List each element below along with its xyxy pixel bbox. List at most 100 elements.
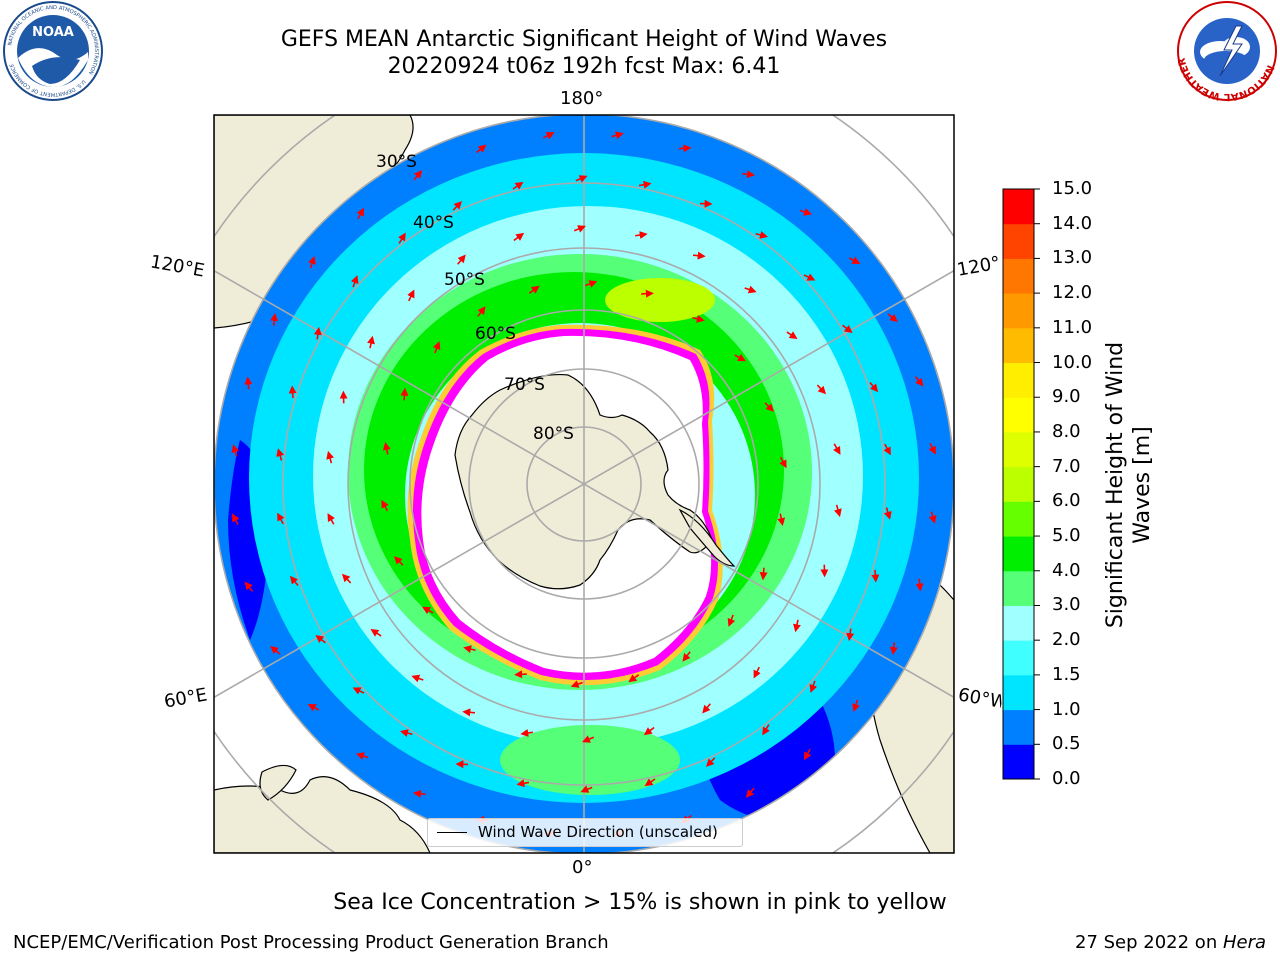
wave-direction-arrow — [692, 251, 706, 260]
map-legend: Wind Wave Direction (unscaled) — [427, 818, 743, 847]
lat-label-50s: 50°S — [444, 270, 485, 290]
madagascar-land — [259, 764, 297, 801]
wave-direction-arrow — [816, 384, 827, 395]
wave-direction-arrow — [244, 581, 254, 592]
wave-direction-arrow — [852, 699, 860, 713]
colorbar-tick-label: 12.0 — [1052, 282, 1093, 304]
wave-direction-arrow — [803, 273, 816, 281]
wave-direction-arrow — [398, 232, 406, 244]
colorbar-segment — [1003, 189, 1034, 225]
wave-direction-arrow — [514, 670, 527, 679]
wave-direction-arrow — [635, 231, 648, 240]
wave-direction-arrow — [914, 376, 924, 387]
wave-direction-arrow — [381, 499, 389, 512]
colorbar-segment — [1003, 501, 1034, 537]
colorbar-tick-label: 5.0 — [1052, 525, 1081, 547]
lon-label-180: 180° — [560, 88, 604, 109]
wave-direction-arrow — [462, 708, 476, 717]
colorbar-segment — [1003, 536, 1034, 572]
wave-direction-arrow — [848, 256, 861, 265]
wave-direction-arrow — [887, 313, 898, 323]
sea-ice-note: Sea Ice Concentration > 15% is shown in … — [333, 890, 947, 915]
wave-direction-arrow — [799, 208, 813, 216]
colorbar-tick-label: 11.0 — [1052, 316, 1093, 338]
wave-direction-arrow — [356, 207, 365, 220]
footer-machine-name: Hera — [1222, 932, 1266, 953]
lat-label-40s: 40°S — [413, 213, 454, 233]
colorbar-tick-label: 6.0 — [1052, 490, 1081, 512]
wave-direction-arrow — [883, 443, 891, 456]
wave-direction-arrow — [463, 645, 476, 654]
noaa-logo-icon: NOAA NATIONAL OCEANIC AND ATMOSPHERIC AD… — [3, 1, 103, 101]
colorbar-segment — [1003, 640, 1034, 676]
wave-direction-arrow — [641, 289, 654, 298]
colorbar-segment — [1003, 362, 1034, 398]
colorbar-frame — [1002, 188, 1035, 780]
colorbar — [1003, 189, 1034, 780]
wave-direction-arrow — [580, 785, 593, 793]
wave-direction-arrow — [611, 131, 624, 140]
wave-direction-arrow — [520, 728, 533, 737]
wave-direction-arrow — [244, 376, 253, 390]
wave-direction-arrow — [803, 748, 812, 761]
wave-direction-arrow — [755, 231, 769, 239]
wave-direction-arrow — [382, 441, 391, 455]
wave-direction-arrow — [573, 225, 586, 233]
colorbar-segment — [1003, 570, 1034, 606]
colorbar-title: Significant Height of Wind Waves [m] — [1103, 341, 1155, 629]
wave-direction-arrow — [370, 629, 382, 637]
legend-line-swatch — [437, 832, 467, 833]
wave-direction-arrow — [915, 578, 924, 592]
wave-direction-arrow — [883, 507, 892, 520]
wave-direction-arrow — [411, 674, 424, 683]
wave-direction-arrow — [678, 144, 692, 153]
wave-direction-arrow — [477, 306, 486, 317]
wave-direction-arrow — [871, 569, 880, 583]
wave-direction-arrow — [570, 680, 583, 688]
colorbar-segment — [1003, 293, 1034, 329]
wave-direction-arrow — [834, 504, 842, 518]
colorbar-segment — [1003, 431, 1034, 468]
wave-direction-arrow — [842, 324, 853, 334]
wave-direction-arrow — [762, 724, 770, 736]
antarctic-peninsula-land — [678, 508, 736, 567]
wind-wave-arrows — [231, 131, 937, 837]
colorbar-tick-marks — [1034, 188, 1040, 780]
wave-direction-arrow — [327, 513, 335, 525]
wave-direction-arrow — [727, 614, 736, 627]
wave-direction-arrow — [355, 752, 369, 760]
wave-direction-arrow — [928, 511, 937, 524]
wave-direction-arrow — [452, 201, 462, 211]
colorbar-segment — [1003, 466, 1034, 502]
wave-direction-arrow — [350, 275, 359, 288]
graticule-lon-60e-120w — [214, 269, 954, 699]
colorbar-tick-label: 4.0 — [1052, 559, 1081, 581]
noaa-logo-text: NOAA — [32, 25, 74, 40]
wave-direction-arrow — [528, 285, 540, 294]
wave-direction-arrow — [270, 645, 281, 655]
wave-direction-arrow — [759, 567, 768, 581]
wave-direction-arrow — [232, 513, 240, 526]
wave-direction-arrow — [779, 456, 787, 469]
wave-direction-arrow — [276, 448, 285, 461]
wave-direction-arrow — [643, 726, 655, 736]
footer-credit: NCEP/EMC/Verification Post Processing Pr… — [13, 932, 609, 953]
colorbar-segment — [1003, 605, 1034, 641]
colorbar-segment — [1003, 397, 1034, 433]
map-frame — [213, 114, 955, 854]
wave-direction-arrow — [308, 255, 316, 269]
wave-direction-arrow — [628, 674, 640, 683]
wave-direction-arrow — [400, 387, 409, 401]
wave-direction-arrow — [412, 789, 426, 798]
wave-direction-arrow — [277, 512, 285, 525]
wave-direction-arrow — [352, 687, 365, 695]
colorbar-tick-label: 3.0 — [1052, 594, 1081, 616]
wave-direction-arrow — [575, 175, 588, 183]
wave-direction-arrow — [422, 606, 434, 615]
wave-direction-arrow — [585, 280, 598, 288]
lon-label-0: 0° — [572, 857, 593, 878]
wave-direction-arrow — [512, 181, 524, 190]
wave-direction-arrow — [367, 335, 375, 349]
colorbar-segment — [1003, 709, 1034, 745]
wave-direction-arrow — [313, 326, 322, 340]
